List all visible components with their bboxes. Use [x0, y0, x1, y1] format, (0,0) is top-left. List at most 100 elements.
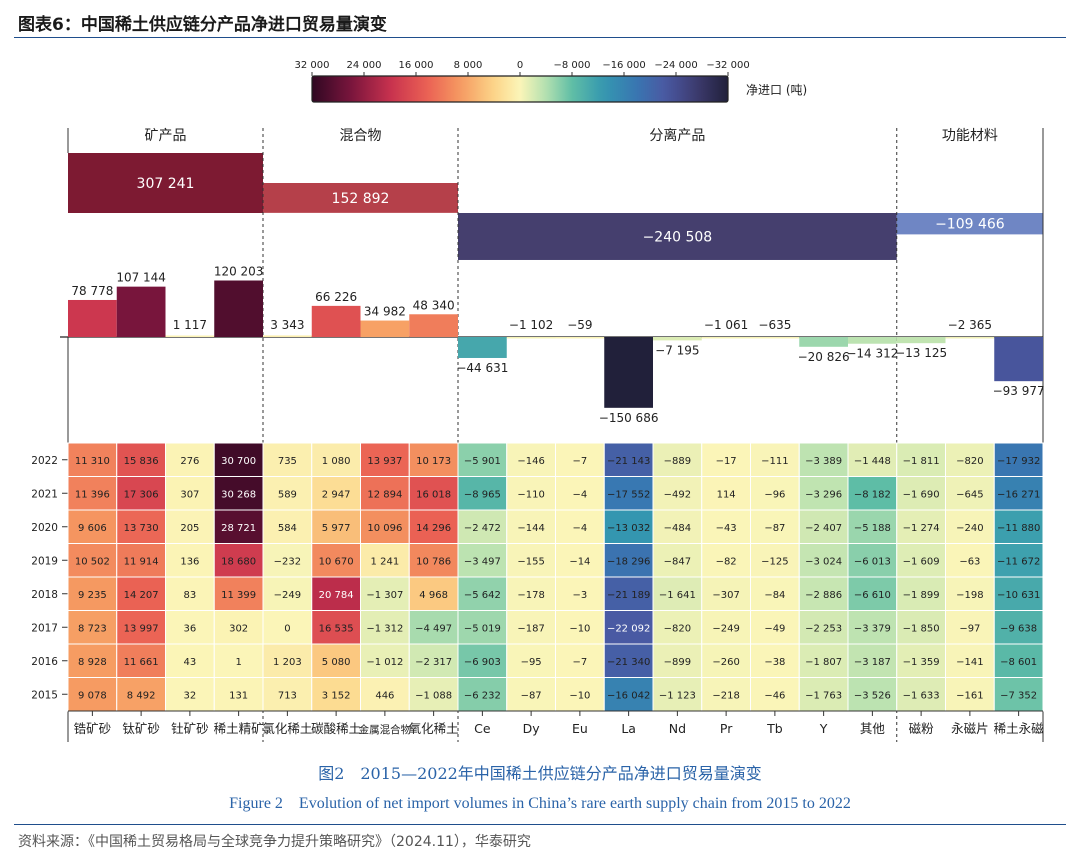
- heat-cell-label: −141: [956, 657, 983, 668]
- heat-cell: [945, 543, 995, 578]
- heat-cell-label: −6 903: [464, 657, 501, 668]
- heat-cell-label: −820: [956, 456, 983, 467]
- heat-cell-label: −1 448: [854, 456, 891, 467]
- heat-cell: [603, 677, 654, 712]
- heat-cell-label: −21 340: [607, 657, 650, 668]
- heat-cell-label: −6 013: [854, 556, 891, 567]
- heat-cell-label: −2 886: [805, 590, 842, 601]
- heat-cell-label: −17 932: [997, 456, 1040, 467]
- colorbar-tick-label: −24 000: [654, 60, 697, 71]
- heat-cell-label: −17 552: [607, 489, 650, 500]
- heat-cell-label: −49: [764, 623, 785, 634]
- heat-cell-label: −146: [517, 456, 544, 467]
- product-label: 其他: [860, 721, 886, 736]
- group-name: 分离产品: [649, 127, 705, 144]
- heat-cell-label: 10 786: [416, 556, 451, 567]
- group-bar: [263, 183, 458, 213]
- heat-cell: [701, 610, 751, 645]
- heat-cell-label: 11 396: [75, 489, 110, 500]
- heat-cell-label: −22 092: [607, 623, 650, 634]
- product-label: Nd: [669, 721, 686, 736]
- heat-cell-label: −307: [712, 590, 739, 601]
- heat-cell-label: −3 389: [805, 456, 842, 467]
- heat-cell-label: 83: [184, 590, 197, 601]
- heat-cell: [408, 677, 459, 712]
- colorbar-tick-label: −8 000: [553, 60, 590, 71]
- heat-cell-label: 13 937: [367, 456, 402, 467]
- heat-cell-label: −10: [569, 690, 590, 701]
- heat-cell-label: −13 032: [607, 523, 650, 534]
- total-bar: [555, 337, 605, 339]
- heat-cell-label: 2 947: [322, 489, 351, 500]
- heat-cell-label: −1 307: [366, 590, 403, 601]
- total-bar: [263, 335, 312, 337]
- heat-cell-label: −249: [712, 623, 739, 634]
- heat-cell: [360, 643, 410, 678]
- top-rule: [14, 37, 1066, 38]
- total-bar-label: 107 144: [116, 271, 166, 285]
- total-bar: [506, 337, 556, 339]
- heat-cell-label: 584: [278, 523, 297, 534]
- heat-cell-label: −5 019: [464, 623, 501, 634]
- heat-cell-label: −1 633: [903, 690, 940, 701]
- total-bar-label: −59: [567, 318, 592, 332]
- product-label: 永磁片: [951, 721, 989, 736]
- heat-cell-label: −1 312: [366, 623, 403, 634]
- heat-cell-label: 32: [184, 690, 197, 701]
- heat-cell: [701, 677, 751, 712]
- total-bar: [994, 337, 1043, 382]
- heat-cell-label: 1 080: [322, 456, 351, 467]
- heat-cell: [652, 677, 703, 712]
- total-bar-label: −13 125: [895, 346, 947, 360]
- heat-cell-label: −95: [521, 657, 542, 668]
- colorbar-tick-label: 16 000: [399, 60, 434, 71]
- heat-cell-label: 43: [184, 657, 197, 668]
- heat-cell-label: −1 811: [903, 456, 940, 467]
- heat-cell-label: −2 407: [805, 523, 842, 534]
- heat-cell-label: 114: [717, 489, 736, 500]
- heat-cell-label: −87: [521, 690, 542, 701]
- heat-cell: [896, 576, 946, 611]
- heat-cell-label: −3 497: [464, 556, 501, 567]
- heat-cell: [555, 476, 605, 511]
- heat-cell: [506, 610, 556, 645]
- colorbar-gradient: [311, 75, 729, 103]
- heat-cell-label: 1 241: [371, 556, 400, 567]
- product-label: 碳酸稀土: [311, 721, 361, 736]
- total-bar: [165, 335, 215, 337]
- total-bar: [409, 314, 458, 337]
- heat-cell-label: −11 672: [997, 556, 1040, 567]
- heat-cell: [213, 543, 264, 578]
- total-bar-label: −2 365: [948, 318, 992, 332]
- heat-cell: [165, 643, 215, 678]
- heat-cell-label: 8 492: [127, 690, 156, 701]
- heat-cell-label: −4 497: [415, 623, 452, 634]
- heat-cell: [993, 476, 1044, 511]
- heat-cell-label: 9 078: [78, 690, 107, 701]
- product-label: Ce: [474, 721, 491, 736]
- heat-cell: [701, 442, 751, 477]
- heat-cell: [213, 476, 264, 511]
- heat-cell: [945, 509, 995, 544]
- colorbar-tick-label: −16 000: [602, 60, 645, 71]
- heat-cell: [165, 476, 215, 511]
- year-label: 2020: [31, 522, 58, 534]
- heat-cell-label: −82: [716, 556, 737, 567]
- total-bar: [311, 305, 361, 337]
- heat-cell: [603, 643, 654, 678]
- heat-cell: [847, 576, 898, 611]
- year-label: 2015: [31, 689, 58, 701]
- total-bar: [604, 337, 653, 408]
- total-bar: [750, 337, 800, 339]
- heat-cell: [116, 643, 166, 678]
- heat-cell: [847, 677, 898, 712]
- heat-cell-label: −8 965: [464, 489, 501, 500]
- heat-cell-label: 10 173: [416, 456, 451, 467]
- total-bar-label: 66 226: [315, 290, 357, 304]
- total-bar-label: 78 778: [71, 284, 113, 298]
- heat-cell-label: 9 235: [78, 590, 107, 601]
- total-bar: [360, 320, 410, 337]
- heat-cell-label: 9 606: [78, 523, 107, 534]
- heat-cell-label: −21 189: [607, 590, 650, 601]
